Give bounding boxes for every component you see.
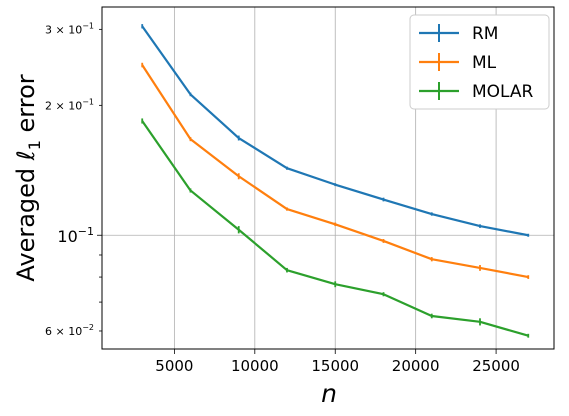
y-axis-label-main: Averaged (12, 160, 40, 281)
legend: RM ML MOLAR (409, 14, 550, 110)
legend-label-molar: MOLAR (472, 82, 534, 102)
y-axis-label-ell: ℓ (12, 150, 40, 161)
series-layer (141, 24, 530, 338)
legend-label-rm: RM (472, 24, 498, 44)
y-tick-base: 10 (57, 227, 77, 246)
legend-box (409, 14, 550, 110)
y-minor-tick-label: 2 × 10−1 (45, 97, 94, 112)
y-major-tick-label: 10−1 (57, 225, 94, 246)
y-axis-label: Averaged ℓ1 error (12, 74, 44, 281)
x-tick-label: 10000 (231, 357, 279, 375)
x-axis-label: n (321, 379, 337, 408)
y-tick-exponent: −1 (82, 97, 94, 106)
x-tick-label: 5000 (155, 357, 193, 375)
y-minor-tick-label: 6 × 10−2 (45, 323, 94, 338)
y-axis-label-sub: 1 (25, 140, 44, 150)
y-tick-coefficient: 3 (45, 23, 52, 36)
y-minor-tick-label: 3 × 10−1 (45, 21, 94, 36)
y-axis-label-tail: error (12, 74, 40, 140)
y-tick-exponent: −2 (82, 323, 94, 332)
y-tick-times-ten: × 10 (52, 325, 82, 338)
x-tick-label: 15000 (311, 357, 359, 375)
x-tick-label: 20000 (392, 357, 440, 375)
x-tick-label: 25000 (472, 357, 520, 375)
y-tick-times-ten: × 10 (52, 99, 82, 112)
plot-frame (101, 6, 555, 350)
y-tick-times-ten: × 10 (52, 23, 82, 36)
legend-label-ml: ML (472, 53, 497, 73)
y-tick-coefficient: 6 (45, 325, 52, 338)
y-tick-exponent: −1 (78, 225, 94, 238)
y-tick-coefficient: 2 (45, 99, 52, 112)
y-tick-exponent: −1 (82, 21, 94, 30)
